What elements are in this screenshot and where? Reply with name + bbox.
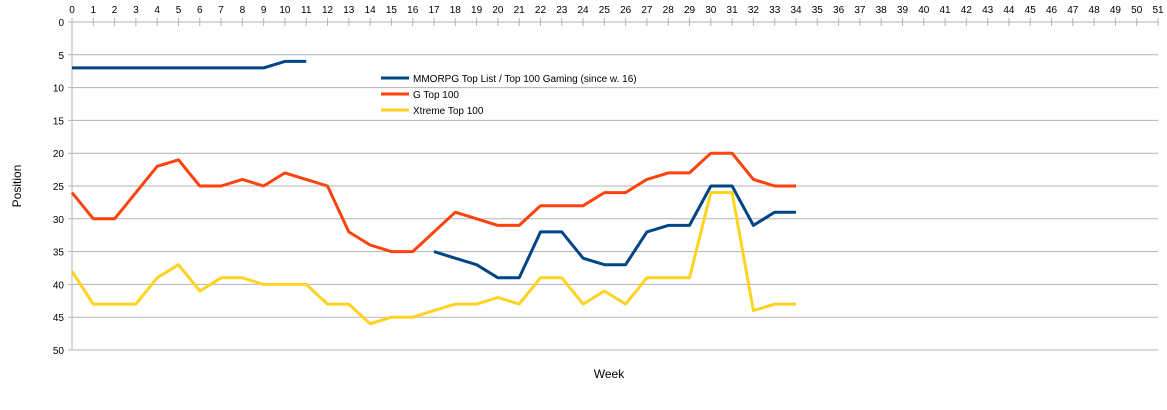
x-tick-label: 30 [705, 5, 717, 16]
x-tick-label: 0 [69, 5, 75, 16]
x-tick-label: 50 [1131, 5, 1143, 16]
x-tick-label: 31 [727, 5, 739, 16]
x-tick-label: 7 [218, 5, 224, 16]
y-tick-label: 20 [53, 149, 65, 160]
y-tick-label: 15 [53, 116, 65, 127]
x-tick-label: 35 [812, 5, 824, 16]
x-tick-label: 34 [790, 5, 802, 16]
x-tick-label: 1 [91, 5, 97, 16]
series-line-3-segment-1 [70, 191, 796, 326]
y-axis-title: Position [10, 165, 24, 208]
x-tick-label: 41 [939, 5, 951, 16]
legend-label: MMORPG Top List / Top 100 Gaming (since … [413, 74, 637, 85]
y-tick-label: 45 [53, 313, 65, 324]
series-line-1-segment-2 [433, 184, 796, 280]
x-tick-label: 49 [1110, 5, 1122, 16]
x-tick-label: 42 [961, 5, 973, 16]
x-tick-label: 43 [982, 5, 994, 16]
x-tick-label: 9 [261, 5, 267, 16]
y-tick-label: 35 [53, 248, 65, 259]
series-lines [70, 59, 796, 326]
x-tick-label: 44 [1003, 5, 1015, 16]
x-tick-label: 13 [343, 5, 355, 16]
x-tick-label: 10 [279, 5, 291, 16]
x-tick-labels: 0 1 2 3 4 5 6 7 8 9 10 11 12 13 14 15 16 17 18 19 20 21 22 23 24… [69, 5, 1164, 16]
x-tick-label: 19 [471, 5, 483, 16]
x-tick-label: 48 [1089, 5, 1101, 16]
y-tick-label: 50 [53, 346, 65, 357]
x-tick-label: 37 [854, 5, 866, 16]
x-tick-label: 12 [322, 5, 334, 16]
x-tick-label: 3 [133, 5, 139, 16]
x-tick-label: 22 [535, 5, 547, 16]
x-tick-label: 18 [450, 5, 462, 16]
y-tick-label: 30 [53, 215, 65, 226]
x-tick-label: 47 [1067, 5, 1079, 16]
x-tick-label: 5 [176, 5, 182, 16]
x-tick-label: 38 [876, 5, 888, 16]
x-tick-label: 15 [386, 5, 398, 16]
y-tick-label: 40 [53, 280, 65, 291]
x-tick-label: 45 [1025, 5, 1037, 16]
x-tick-label: 16 [407, 5, 419, 16]
series-line-1-segment-1 [72, 59, 307, 70]
x-tick-label: 23 [556, 5, 568, 16]
x-tick-label: 11 [301, 5, 312, 16]
y-tick-label: 0 [58, 18, 64, 29]
x-tick-label: 27 [641, 5, 653, 16]
x-tick-label: 26 [620, 5, 632, 16]
x-tick-label: 2 [112, 5, 118, 16]
x-tick-label: 8 [240, 5, 246, 16]
y-tick-labels: 0 5 10 15 20 25 30 35 40 45 50 [53, 18, 65, 357]
x-axis-title: Week [594, 367, 625, 381]
x-tick-label: 17 [428, 5, 440, 16]
x-tick-label: 20 [492, 5, 504, 16]
x-tick-label: 6 [197, 5, 203, 16]
grid [72, 21, 1158, 351]
x-tick-label: 14 [365, 5, 377, 16]
series-line-2-segment-1 [70, 151, 796, 254]
y-tick-label: 10 [53, 84, 65, 95]
x-tick-label: 28 [663, 5, 675, 16]
y-tick-label: 25 [53, 182, 65, 193]
x-tick-label: 29 [684, 5, 696, 16]
y-tick-label: 5 [58, 51, 64, 62]
axes [68, 18, 1159, 351]
x-tick-label: 51 [1152, 5, 1164, 16]
legend-label: Xtreme Top 100 [413, 106, 484, 117]
legend: MMORPG Top List / Top 100 Gaming (since … [381, 74, 637, 117]
x-tick-label: 32 [748, 5, 760, 16]
x-tick-label: 21 [514, 5, 526, 16]
legend-label: G Top 100 [413, 90, 459, 101]
x-tick-label: 25 [599, 5, 611, 16]
x-tick-label: 36 [833, 5, 845, 16]
x-tick-label: 39 [897, 5, 909, 16]
x-tick-label: 24 [577, 5, 589, 16]
x-tick-label: 46 [1046, 5, 1058, 16]
x-tick-label: 4 [154, 5, 160, 16]
x-tick-label: 40 [918, 5, 930, 16]
x-tick-label: 33 [769, 5, 781, 16]
